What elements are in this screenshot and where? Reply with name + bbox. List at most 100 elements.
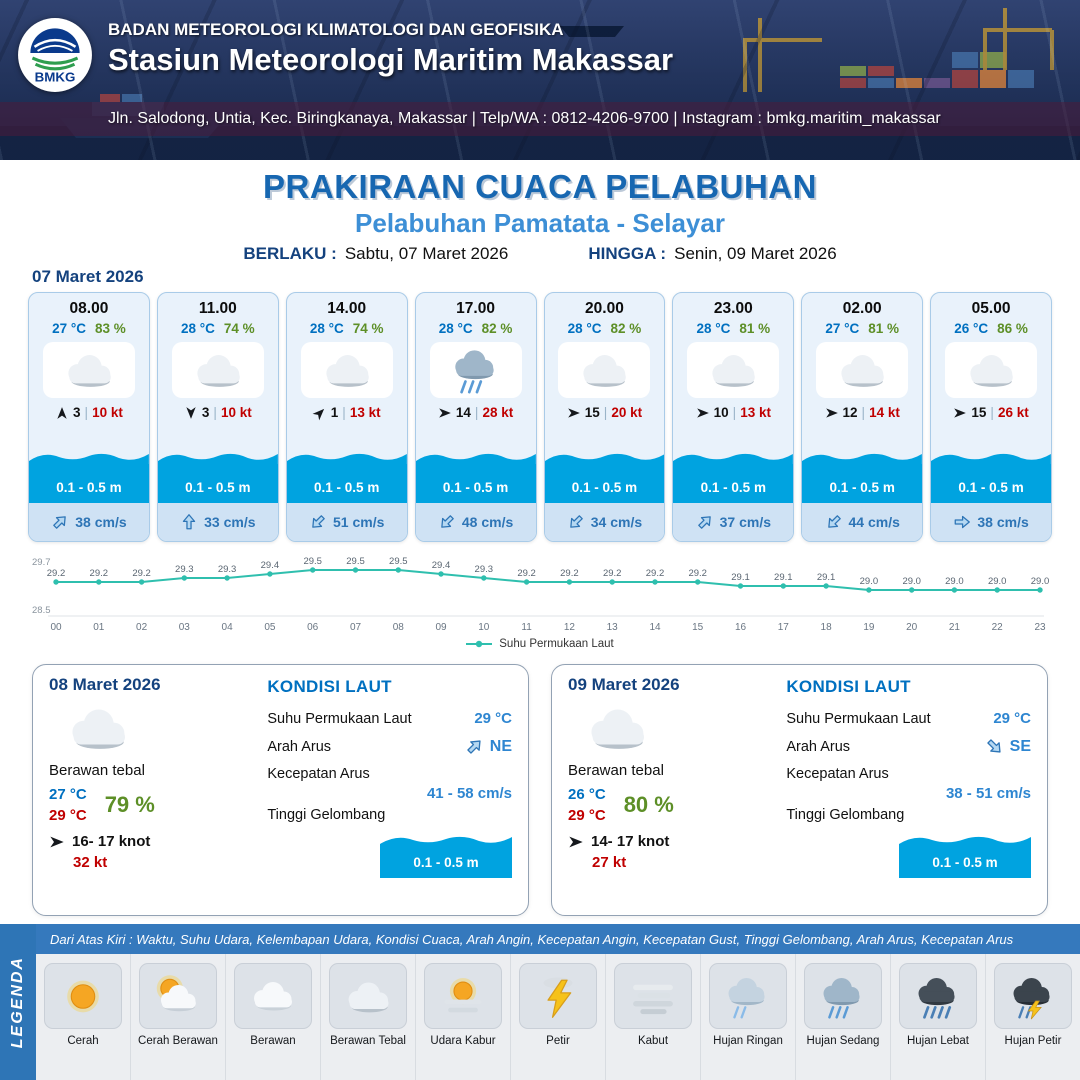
wave-height: 0.1 - 0.5 m — [829, 480, 895, 495]
legend-item: Berawan Tebal — [320, 954, 415, 1080]
current-direction-icon — [692, 509, 717, 534]
sea-condition-title: KONDISI LAUT — [786, 677, 911, 696]
svg-text:01: 01 — [93, 622, 105, 633]
svg-text:21: 21 — [949, 622, 961, 633]
current-direction-icon — [821, 509, 846, 534]
svg-text:03: 03 — [179, 622, 191, 633]
legend-item-label: Petir — [546, 1035, 570, 1047]
wave-band: 0.1 - 0.5 m — [29, 449, 149, 503]
forecast-time: 05.00 — [971, 300, 1011, 317]
wind-gust: 13 kt — [349, 405, 381, 420]
wind-direction-icon — [438, 406, 452, 420]
forecast-card: 02.00 27 °C 81 % 12 | 14 kt 0.1 - 0.5 m … — [801, 292, 924, 542]
weather-icon — [171, 342, 264, 398]
wind-gust: 14 kt — [869, 405, 900, 420]
legend-item-label: Hujan Lebat — [906, 1035, 970, 1047]
daily-weather-panel: 09 Maret 2026 Berawan tebal 26 °C 29 °C … — [568, 675, 776, 905]
berlaku-value: Sabtu, 07 Maret 2026 — [344, 244, 509, 263]
current-row: 38 cm/s — [29, 503, 149, 541]
wave-height: 0.1 - 0.5 m — [442, 480, 509, 495]
weather-icon — [300, 342, 393, 398]
wave-height-label: Tinggi Gelombang — [786, 807, 905, 823]
wave-band: 0.1 - 0.5 m — [157, 449, 278, 503]
current-direction-text: SE — [1009, 737, 1031, 755]
wind-speed: 10 — [713, 405, 729, 420]
current-speed: 34 cm/s — [590, 514, 643, 530]
svg-text:17: 17 — [778, 622, 790, 633]
hingga-label: HINGGA : — [588, 244, 667, 263]
wave-fill — [415, 464, 536, 503]
wind-speed: 14 — [455, 405, 471, 420]
sst-line-chart: 29.7 28.5 29.2 29.2 29.2 29.3 29.3 29.4 29.5 29.5… — [32, 556, 1049, 633]
svg-text:29.5: 29.5 — [346, 556, 365, 567]
sst-chart-section: 29.7 28.5 29.2 29.2 29.2 29.3 29.3 29.4 29.5 29.5… — [0, 544, 1080, 658]
legend-item-label: Hujan Ringan — [713, 1035, 783, 1047]
wave-fill — [673, 464, 794, 503]
svg-text:22: 22 — [992, 622, 1004, 633]
wind-separator: | — [213, 405, 217, 420]
wave-height: 0.1 - 0.5 m — [932, 855, 998, 870]
forecast-time: 20.00 — [585, 300, 624, 317]
wind-separator: | — [603, 405, 608, 420]
address-bar: Jln. Salodong, Untia, Kec. Biringkanaya,… — [0, 102, 1080, 136]
bmkg-logo-icon: BMKG — [16, 16, 94, 94]
wind-row: 14 | 28 kt — [438, 405, 513, 420]
daily-temp-column: 27 °C 29 °C — [49, 786, 87, 824]
chart-legend-label: Suhu Permukaan Laut — [499, 638, 614, 650]
legend-item-icon — [994, 963, 1072, 1029]
svg-text:29.2: 29.2 — [132, 568, 151, 579]
current-row: 34 cm/s — [544, 503, 665, 541]
wave-band: 0.1 - 0.5 m — [931, 449, 1051, 503]
wave-crest-icon — [544, 453, 665, 465]
svg-text:00: 00 — [50, 622, 62, 633]
forecast-card: 20.00 28 °C 82 % 15 | 20 kt 0.1 - 0.5 m … — [543, 292, 666, 542]
wave-crest-icon — [931, 453, 1051, 465]
current-direction-value: NE — [465, 737, 512, 756]
legend-item-icon — [234, 963, 312, 1029]
sst-label: Suhu Permukaan Laut — [267, 710, 412, 727]
legend-item: Cerah — [36, 954, 130, 1080]
legend-item-icon — [519, 963, 597, 1029]
current-speed: 33 cm/s — [204, 514, 256, 530]
wave-crest-icon — [899, 836, 1031, 848]
svg-text:29.2: 29.2 — [646, 568, 665, 579]
forecast-card: 23.00 28 °C 81 % 10 | 13 kt 0.1 - 0.5 m … — [672, 292, 795, 542]
legend-title: LEGENDA — [9, 955, 26, 1049]
weather-icon — [558, 342, 651, 398]
wind-row: 1 | 13 kt — [312, 405, 381, 420]
wind-gust: 10 kt — [220, 405, 252, 420]
wind-direction-icon — [55, 406, 69, 420]
legend-item-icon — [139, 963, 217, 1029]
svg-text:09: 09 — [435, 622, 447, 633]
wind-direction-icon — [567, 406, 581, 420]
humidity: 81 % — [868, 321, 900, 336]
svg-text:06: 06 — [307, 622, 319, 633]
svg-text:29.3: 29.3 — [475, 564, 494, 575]
legend-item-icon — [329, 963, 407, 1029]
wave-crest-icon — [157, 453, 278, 465]
air-temp: 28 °C — [696, 321, 731, 336]
wave-crest-icon — [286, 453, 407, 465]
wind-direction-icon — [696, 406, 710, 420]
wind-direction-icon — [953, 406, 967, 420]
wave-fill — [544, 464, 665, 503]
current-row: 44 cm/s — [802, 503, 923, 541]
wave-crest-icon — [380, 836, 512, 848]
svg-text:14: 14 — [649, 622, 661, 633]
air-temp: 26 °C — [954, 321, 989, 336]
hourly-forecast-section: 07 Maret 2026 08.00 27 °C 83 % 3 | 10 kt… — [0, 266, 1080, 544]
daily-weather-icon — [574, 697, 776, 759]
wave-height-row: Tinggi Gelombang — [267, 807, 512, 823]
svg-text:29.2: 29.2 — [90, 568, 109, 579]
legend-item: Hujan Petir — [985, 954, 1080, 1080]
humidity: 82 % — [610, 321, 642, 336]
legend-item-label: Hujan Petir — [1004, 1035, 1062, 1047]
wave-height-label: Tinggi Gelombang — [267, 807, 386, 823]
legend-item-icon — [709, 963, 787, 1029]
daily-gust: 27 kt — [592, 854, 627, 871]
wave-height-row: Tinggi Gelombang — [786, 807, 1031, 823]
legend-item-icon — [804, 963, 882, 1029]
temp-humidity-row: 28 °C 74 % — [181, 321, 255, 336]
weather-icon — [429, 342, 522, 398]
